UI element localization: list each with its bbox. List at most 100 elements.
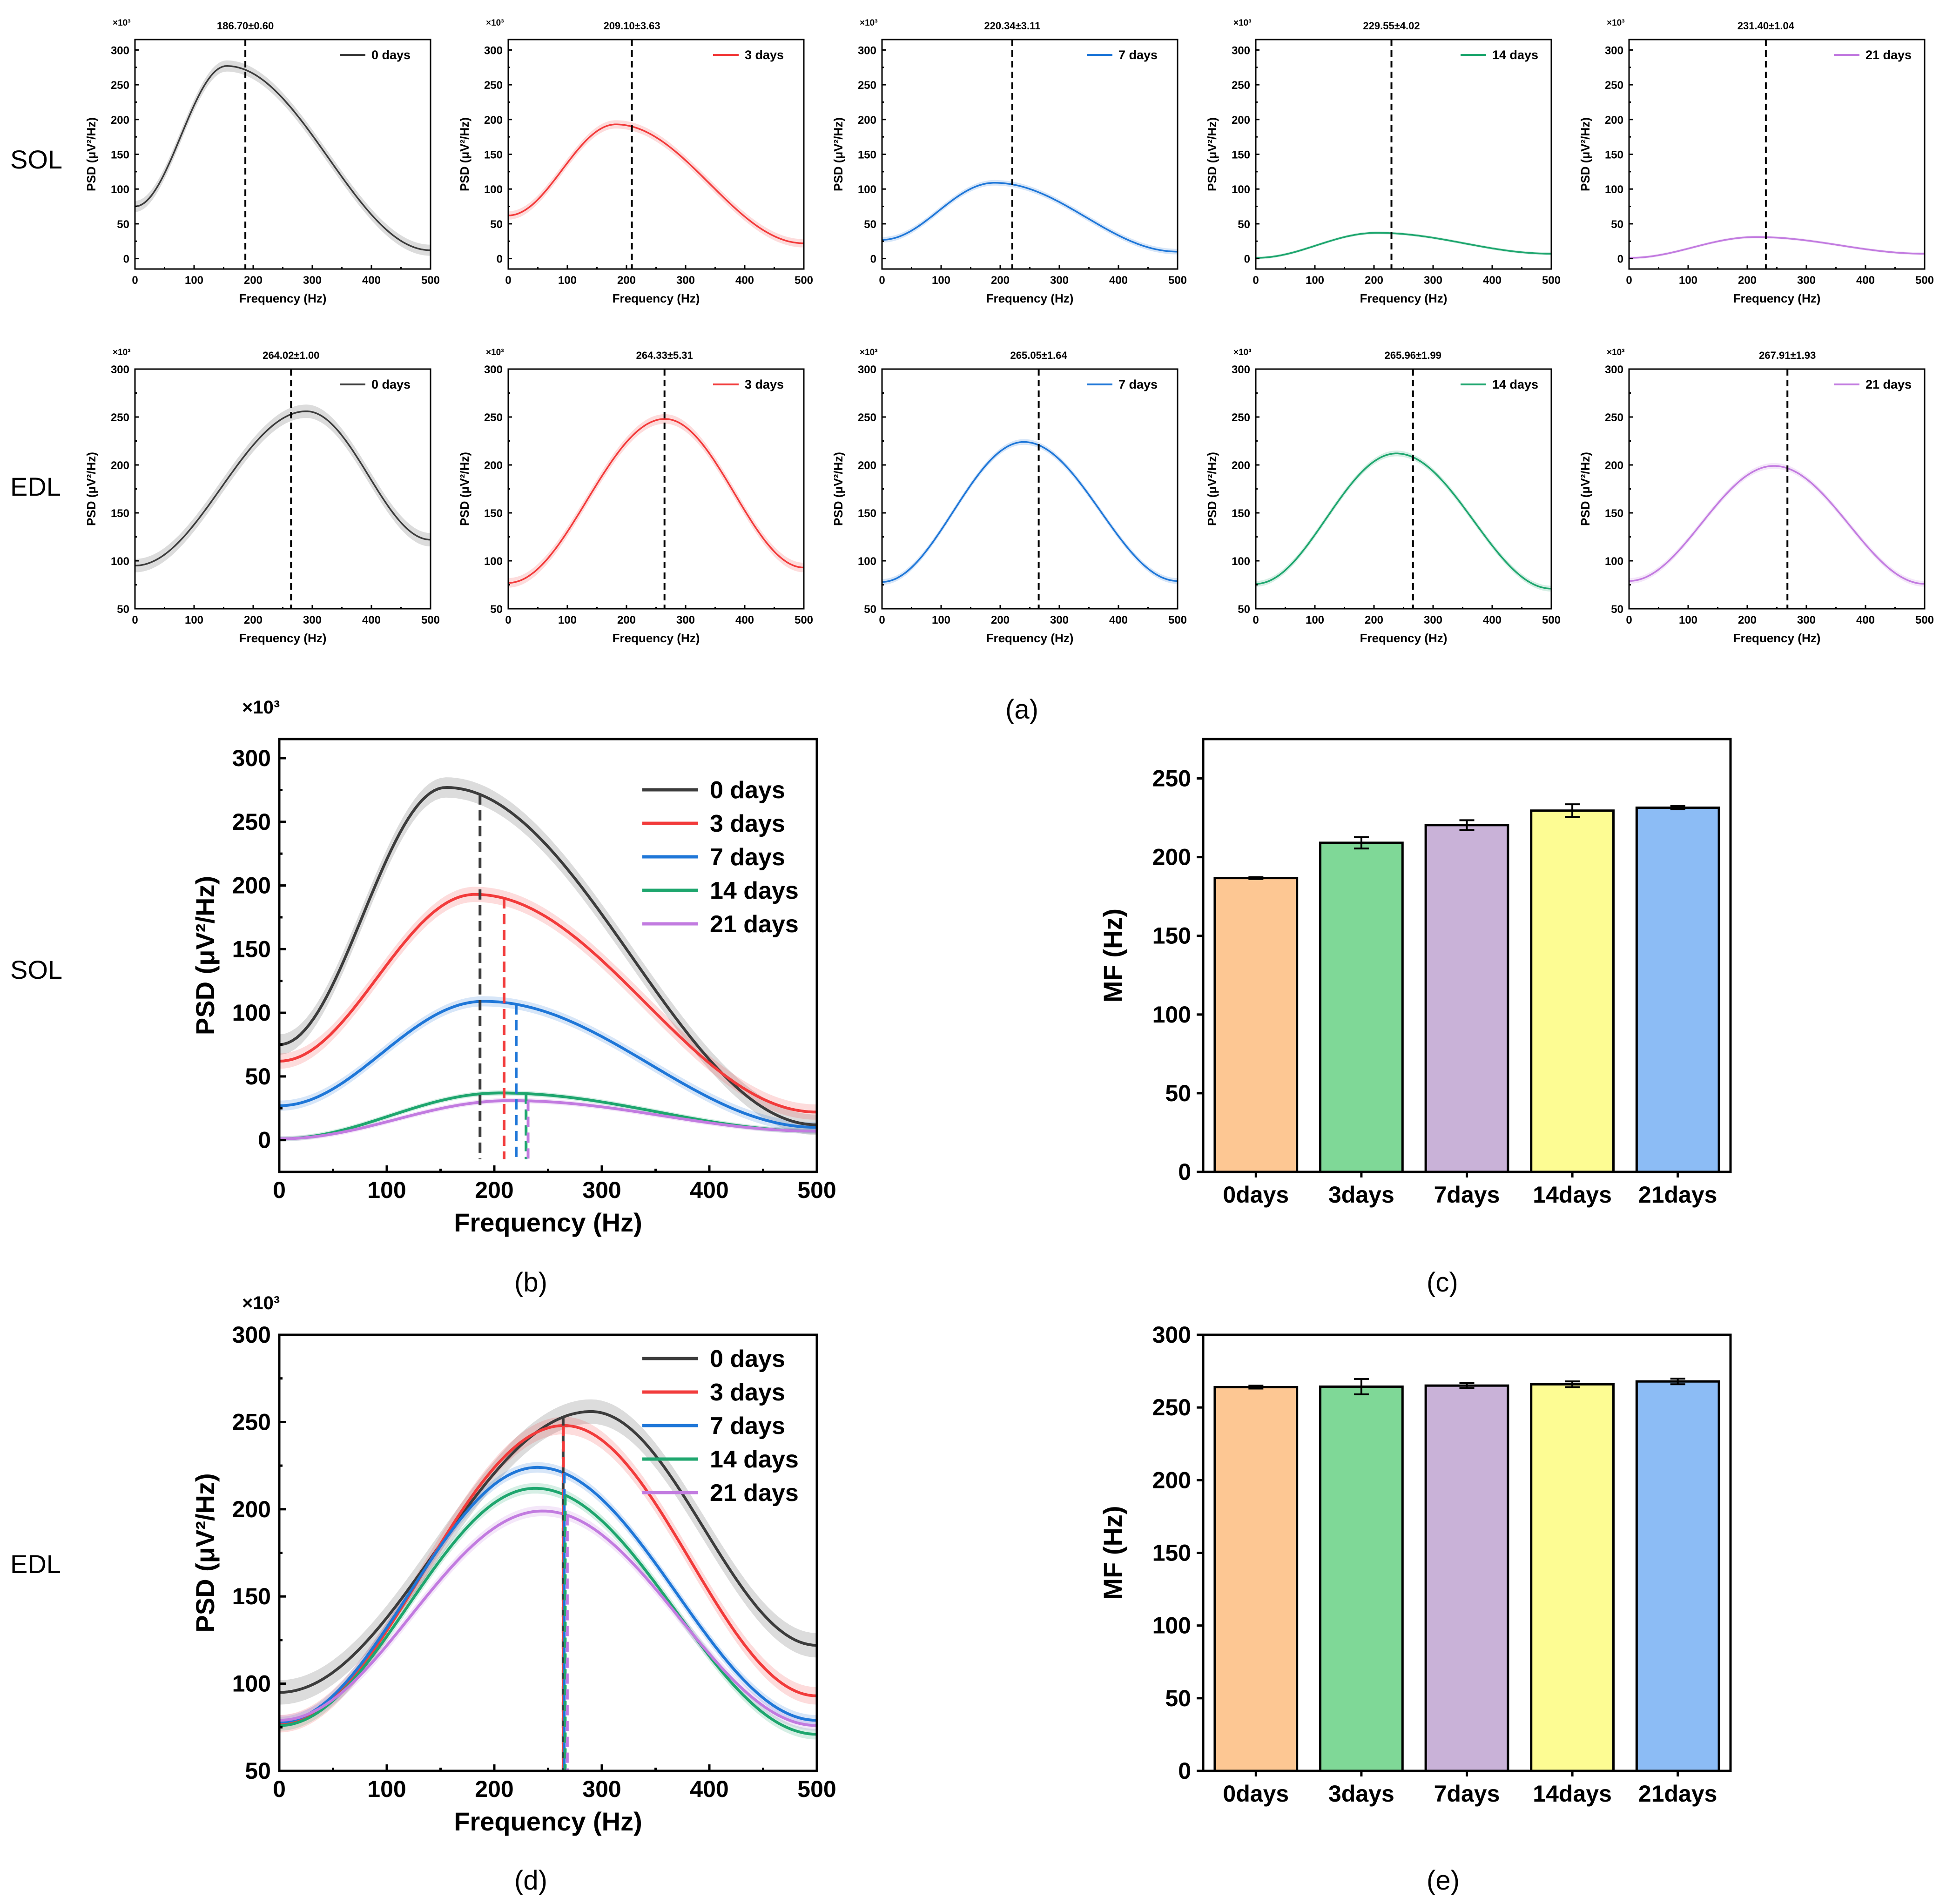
x-tick-label-200: 200: [1365, 614, 1383, 626]
y-tick-label-150: 150: [1232, 149, 1250, 161]
axis-multiplier: ×10³: [1233, 348, 1252, 357]
y-tick-label-300: 300: [858, 363, 876, 376]
y-tick-label-250: 250: [484, 411, 503, 424]
x-tick-label-500: 500: [421, 274, 440, 287]
y-tick-label-200: 200: [1152, 1467, 1191, 1493]
x-category-label-3days: 3days: [1328, 1781, 1394, 1807]
y-tick-label-0: 0: [123, 253, 129, 266]
y-tick-label-50: 50: [490, 218, 503, 231]
axis-multiplier: ×10³: [113, 348, 131, 357]
y-tick-label-250: 250: [111, 79, 129, 92]
legend-entry-0-days: 0 days: [710, 777, 785, 804]
series-line-0-days: [279, 1410, 817, 1694]
x-tick-label-300: 300: [1797, 274, 1816, 287]
line-chart-a-edl-7: 0 100 200 300 400 500 50 100 150 200 250 300 Frequen…: [831, 348, 1187, 645]
x-tick-label-500: 500: [1542, 614, 1561, 626]
x-tick-label-300: 300: [676, 274, 695, 287]
y-axis-label: MF (Hz): [1098, 908, 1127, 1002]
legend-entry: 14 days: [1492, 377, 1538, 391]
y-tick-label-300: 300: [232, 1322, 271, 1348]
legend-entry-21-days: 21 days: [710, 1480, 799, 1507]
y-tick-label-100: 100: [232, 1000, 271, 1026]
x-tick-label-0: 0: [1626, 274, 1632, 287]
y-tick-label-150: 150: [232, 1583, 271, 1609]
axis-multiplier: ×10³: [242, 1293, 280, 1313]
x-tick-label-0: 0: [505, 614, 511, 626]
y-tick-label-200: 200: [232, 1496, 271, 1522]
y-tick-label-100: 100: [1605, 555, 1623, 568]
bar-7days: [1424, 824, 1509, 1173]
y-tick-label-50: 50: [1611, 603, 1623, 616]
x-tick-label-500: 500: [1168, 274, 1187, 287]
y-tick-label-250: 250: [232, 1409, 271, 1435]
x-tick-label-200: 200: [244, 274, 263, 287]
y-axis-label: PSD (μV²/Hz): [831, 452, 845, 526]
plot-frame-a-edl-7: [881, 368, 1179, 610]
y-tick-label-100: 100: [111, 183, 129, 196]
x-tick-label-200: 200: [1365, 274, 1383, 287]
y-tick-label-50: 50: [1238, 603, 1250, 616]
x-tick-label-400: 400: [1483, 274, 1502, 287]
y-tick-label-250: 250: [1605, 411, 1623, 424]
y-tick-label-150: 150: [1152, 1540, 1191, 1566]
x-tick-label-0: 0: [132, 274, 138, 287]
x-tick-label-200: 200: [244, 614, 263, 626]
y-tick-label-300: 300: [111, 363, 129, 376]
x-axis-label: Frequency (Hz): [986, 631, 1074, 645]
x-tick-label-200: 200: [475, 1177, 513, 1203]
legend-entry-0-days: 0 days: [710, 1346, 785, 1372]
x-tick-label-300: 300: [1050, 614, 1069, 626]
y-tick-label-200: 200: [484, 114, 503, 127]
line-chart-a-edl-21: 0 100 200 300 400 500 50 100 150 200 250 300 Frequen…: [1578, 348, 1934, 645]
plot-area-d: [279, 1399, 817, 1740]
panel-label-c: (c): [1427, 1267, 1458, 1298]
x-tick-label-300: 300: [582, 1776, 621, 1802]
y-tick-label-100: 100: [858, 183, 876, 196]
x-axis-label: Frequency (Hz): [454, 1807, 642, 1836]
x-tick-label-300: 300: [1424, 274, 1442, 287]
x-tick-label-400: 400: [690, 1177, 728, 1203]
y-tick-label-250: 250: [484, 79, 503, 92]
y-tick-label-200: 200: [858, 459, 876, 472]
y-tick-label-100: 100: [111, 555, 129, 568]
y-tick-label-150: 150: [1605, 149, 1623, 161]
y-tick-label-250: 250: [1605, 79, 1623, 92]
band-3-days: [279, 887, 817, 1120]
bar-14days: [1530, 1383, 1615, 1772]
median-frequency-annotation: 186.70±0.60: [217, 20, 274, 32]
panel-label-d: (d): [514, 1865, 547, 1896]
x-tick-label-400: 400: [735, 274, 754, 287]
y-tick-label-300: 300: [111, 44, 129, 57]
line-chart-a-sol-14: 0 100 200 300 400 500 0 50 100 150 200 250 300 Freque…: [1205, 18, 1561, 305]
bar-21days: [1635, 806, 1720, 1173]
x-category-label-3days: 3days: [1328, 1182, 1394, 1208]
x-category-label-0days: 0days: [1223, 1182, 1289, 1208]
y-axis-label: PSD (μV²/Hz): [458, 117, 471, 191]
y-tick-label-150: 150: [232, 936, 271, 962]
plot-area-b: [279, 777, 817, 1142]
y-tick-label-200: 200: [858, 114, 876, 127]
x-tick-label-300: 300: [1050, 274, 1069, 287]
x-tick-label-200: 200: [991, 614, 1010, 626]
y-tick-label-200: 200: [1605, 459, 1623, 472]
y-tick-label-200: 200: [1232, 114, 1250, 127]
series-line-14-days: [1256, 232, 1551, 259]
panel-label-a: (a): [1005, 694, 1038, 725]
row-label-sol-bottom: SOL: [10, 955, 62, 984]
panel-label-e: (e): [1427, 1865, 1460, 1896]
x-tick-label-400: 400: [1856, 274, 1875, 287]
x-tick-label-500: 500: [797, 1776, 836, 1802]
median-frequency-annotation: 209.10±3.63: [603, 20, 660, 32]
y-axis-label: PSD (μV²/Hz): [1578, 452, 1592, 526]
x-tick-label-0: 0: [1626, 614, 1632, 626]
legend-entry: 3 days: [745, 48, 784, 62]
x-tick-label-200: 200: [1738, 274, 1757, 287]
x-tick-label-100: 100: [558, 614, 577, 626]
y-tick-label-100: 100: [1232, 555, 1250, 568]
legend-entry-7-days: 7 days: [710, 844, 785, 871]
legend-entry-3-days: 3 days: [710, 1379, 785, 1406]
band-14-days: [279, 1483, 817, 1740]
axis-multiplier: ×10³: [1607, 18, 1625, 28]
legend-entry-3-days: 3 days: [710, 810, 785, 837]
y-axis-label: MF (Hz): [1098, 1506, 1127, 1600]
